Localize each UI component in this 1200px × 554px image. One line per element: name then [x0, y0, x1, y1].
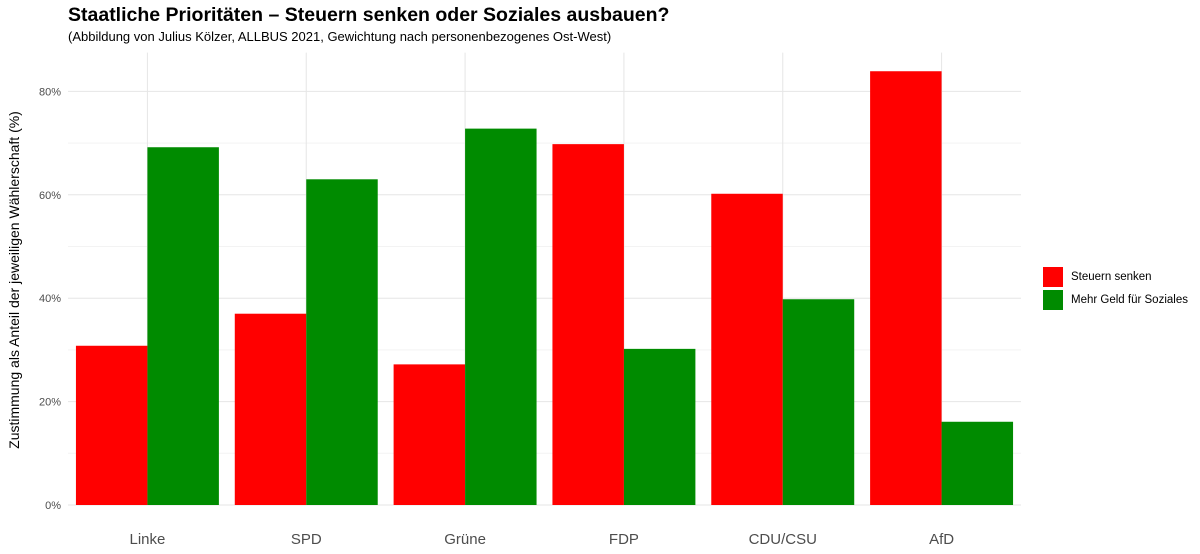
y-tick-labels: 0% 20% 40% 60% 80% [39, 86, 61, 512]
bar-spd-mehr-geld-f-r-soziales [306, 179, 378, 506]
legend-label-mehr-geld-fuer-soziales: Mehr Geld für Soziales [1071, 294, 1188, 306]
x-tick-label: AfD [929, 531, 954, 548]
bar-linke-steuern-senken [75, 345, 148, 505]
y-tick-label: 0% [45, 500, 61, 512]
y-tick-label: 40% [39, 293, 61, 305]
bar-afd-steuern-senken [870, 71, 942, 505]
x-tick-labels: Linke SPD Grüne FDP CDU/CSU AfD [129, 531, 954, 548]
legend-item-mehr-geld-fuer-soziales: Mehr Geld für Soziales [1043, 289, 1188, 311]
bar-fdp-mehr-geld-f-r-soziales [623, 348, 696, 505]
legend-label-steuern-senken: Steuern senken [1071, 271, 1152, 283]
bar-gr-ne-mehr-geld-f-r-soziales [465, 128, 537, 505]
bar-fdp-steuern-senken [552, 144, 624, 505]
bar-gr-ne-steuern-senken [393, 364, 466, 505]
chart-subtitle: (Abbildung von Julius Kölzer, ALLBUS 202… [68, 29, 612, 44]
bars [75, 71, 1014, 506]
y-tick-label: 80% [39, 86, 61, 98]
y-tick-label: 20% [39, 397, 61, 409]
y-tick-label: 60% [39, 190, 61, 202]
legend-key-mehr-geld-fuer-soziales [1043, 290, 1063, 310]
x-tick-label: SPD [291, 531, 322, 548]
bar-afd-mehr-geld-f-r-soziales [941, 421, 1014, 505]
x-tick-label: CDU/CSU [749, 531, 817, 548]
bar-cdu-csu-mehr-geld-f-r-soziales [782, 299, 855, 505]
x-tick-label: FDP [609, 531, 639, 548]
bar-spd-steuern-senken [234, 313, 307, 505]
x-tick-label: Grüne [444, 531, 486, 548]
legend-key-steuern-senken [1043, 267, 1063, 287]
x-tick-label: Linke [129, 531, 165, 548]
legend: Steuern senken Mehr Geld für Soziales [1043, 266, 1188, 312]
bar-cdu-csu-steuern-senken [711, 193, 783, 506]
bar-linke-mehr-geld-f-r-soziales [147, 147, 219, 505]
chart-title: Staatliche Prioritäten – Steuern senken … [68, 4, 670, 26]
legend-item-steuern-senken: Steuern senken [1043, 266, 1188, 288]
